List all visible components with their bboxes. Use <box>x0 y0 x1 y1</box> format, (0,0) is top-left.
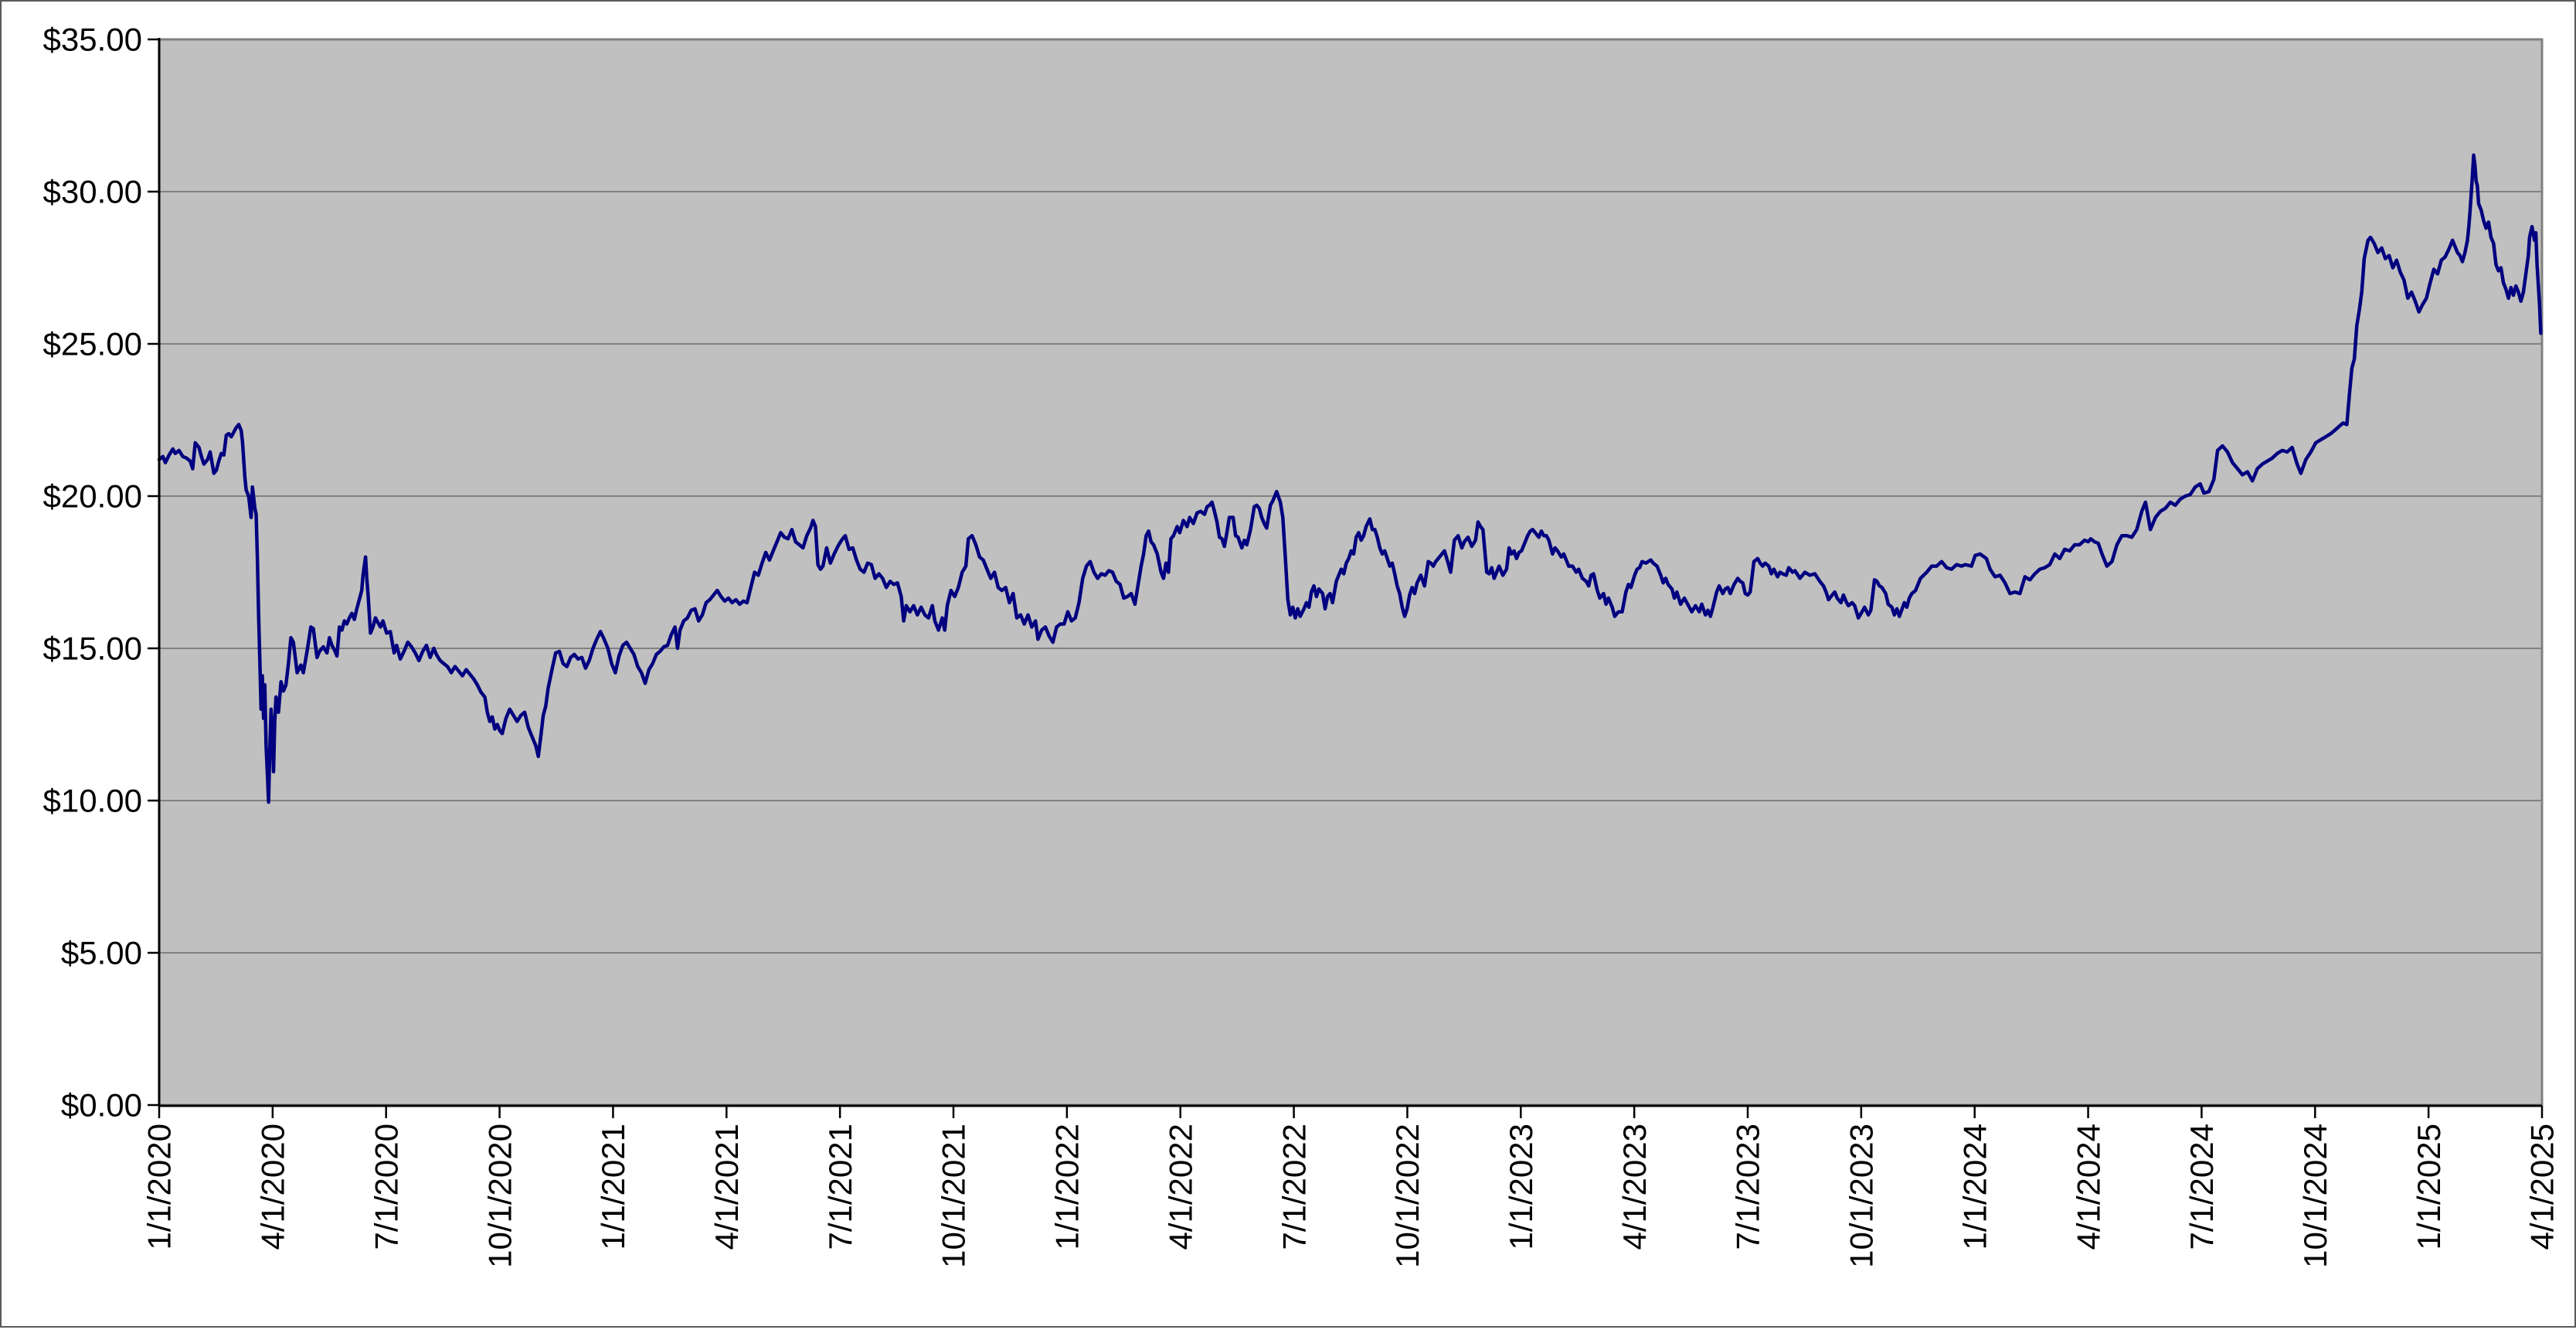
y-tick-label: $30.00 <box>43 174 142 210</box>
plot-area <box>158 38 2544 1107</box>
price-series-line <box>157 153 2543 804</box>
y-tick-label: $5.00 <box>61 935 142 971</box>
y-tick-label: $15.00 <box>43 631 142 667</box>
x-tick-label: 10/1/2024 <box>2297 1124 2333 1268</box>
y-tick-label: $25.00 <box>43 326 142 362</box>
x-tick-label: 10/1/2020 <box>481 1124 518 1268</box>
x-tick-label: 4/1/2022 <box>1162 1124 1198 1250</box>
x-axis: 1/1/2020 4/1/2020 7/1/2020 10/1/2020 1/1/202… <box>141 1106 2561 1268</box>
axes <box>158 38 2542 1107</box>
x-tick-label: 7/1/2023 <box>1730 1124 1766 1250</box>
gridlines <box>159 191 2542 954</box>
x-tick-label: 4/1/2025 <box>2524 1124 2561 1250</box>
x-tick-label: 1/1/2025 <box>2411 1124 2447 1250</box>
x-tick-label: 7/1/2022 <box>1276 1124 1312 1250</box>
x-tick-label: 1/1/2024 <box>1956 1124 1993 1250</box>
x-tick-label: 1/1/2023 <box>1503 1124 1539 1250</box>
x-tick-label: 7/1/2024 <box>2183 1124 2220 1250</box>
y-tick-label: $0.00 <box>61 1087 142 1124</box>
x-tick-label: 10/1/2023 <box>1844 1124 1880 1268</box>
x-tick-label: 4/1/2020 <box>255 1124 291 1250</box>
y-tick-label: $10.00 <box>43 783 142 819</box>
x-tick-label: 4/1/2021 <box>709 1124 745 1250</box>
x-tick-label: 4/1/2023 <box>1616 1124 1653 1250</box>
x-tick-label: 7/1/2021 <box>822 1124 858 1250</box>
y-tick-label: $20.00 <box>43 478 142 515</box>
y-axis: $0.00 $5.00 $10.00 $15.00 $20.00 $25.00 $30.00… <box>43 22 159 1124</box>
x-tick-label: 7/1/2020 <box>368 1124 404 1250</box>
x-tick-label: 4/1/2024 <box>2070 1124 2106 1250</box>
x-tick-label: 1/1/2022 <box>1049 1124 1086 1250</box>
y-tick-label: $35.00 <box>43 22 142 58</box>
x-tick-label: 1/1/2020 <box>141 1124 178 1250</box>
x-tick-label: 1/1/2021 <box>595 1124 631 1250</box>
x-tick-label: 10/1/2021 <box>936 1124 972 1268</box>
x-tick-label: 10/1/2022 <box>1389 1124 1426 1268</box>
